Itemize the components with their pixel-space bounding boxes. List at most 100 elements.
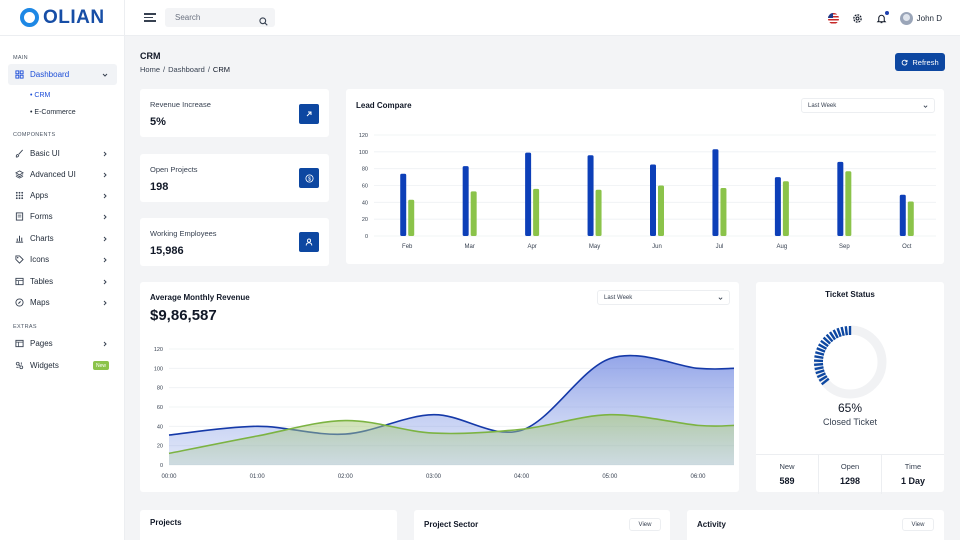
sidebar-item-basic-ui[interactable]: Basic UI — [8, 143, 117, 164]
gauge-tick — [829, 331, 836, 341]
card-title: Average Monthly Revenue — [150, 293, 250, 302]
arrow-up-right-icon[interactable] — [299, 104, 319, 124]
refresh-button[interactable]: Refresh — [895, 53, 945, 71]
sidebar-item-label: Basic UI — [30, 149, 60, 158]
x-tick-label: 00:00 — [161, 474, 177, 480]
bar-series1 — [712, 149, 719, 236]
bar-series1 — [650, 164, 656, 236]
sidebar-item-advanced-ui[interactable]: Advanced UI — [8, 164, 117, 185]
sidebar-item-charts[interactable]: Charts — [8, 228, 117, 249]
bar-series2 — [533, 188, 540, 236]
stat-label: Working Employees — [150, 229, 217, 238]
bar-series1 — [400, 173, 407, 236]
gauge-tick — [815, 369, 825, 375]
stat-label: Open Projects — [150, 165, 198, 174]
bar-series1 — [774, 177, 781, 236]
apps-grid-icon — [15, 191, 24, 200]
us-flag-icon[interactable] — [827, 12, 839, 24]
lead-compare-chart: 0 20 40 60 80 100 120 Feb Mar Apr May Jun Jul Aug Sep O… — [359, 133, 936, 250]
gear-icon[interactable] — [852, 13, 863, 24]
x-tick-label: 01:00 — [250, 474, 266, 480]
avg-revenue-card: Average Monthly Revenue $9,86,587 Last W… — [140, 282, 739, 492]
bar-series2 — [907, 201, 914, 236]
breadcrumb-home[interactable]: Home — [140, 65, 161, 74]
stat-label: Open — [840, 462, 860, 471]
period-select[interactable]: Last Week — [801, 98, 935, 113]
bell-icon[interactable] — [876, 10, 889, 24]
sidebar-item-pages[interactable]: Pages — [8, 333, 117, 354]
x-tick-label: 02:00 — [338, 474, 354, 480]
header-actions: John D — [827, 0, 942, 36]
user-name[interactable]: John D — [916, 13, 942, 23]
sidebar-item-tables[interactable]: Tables — [8, 271, 117, 292]
line-series1 — [168, 354, 735, 436]
brush-icon — [15, 149, 24, 158]
chevron-right-icon — [102, 235, 108, 244]
card-title: Ticket Status — [825, 290, 875, 299]
sidebar-subitem-crm[interactable]: • CRM — [30, 92, 51, 99]
breadcrumb: Home / Dashboard / CRM — [140, 65, 230, 74]
y-tick-label: 60 — [157, 405, 163, 411]
bar-series1 — [837, 161, 844, 236]
gauge-tick — [818, 375, 828, 382]
new-badge: New — [92, 361, 109, 370]
gauge-percent: 65% — [837, 401, 863, 415]
sidebar-item-apps[interactable]: Apps — [8, 185, 117, 206]
y-tick-label: 60 — [362, 184, 368, 190]
sidebar-item-label: Tables — [30, 277, 54, 286]
view-button[interactable]: View — [629, 518, 661, 531]
breadcrumb-dashboard[interactable]: Dashboard — [168, 65, 205, 74]
sidebar: MAIN Dashboard • CRM • E-Commerce COMPON… — [0, 36, 125, 540]
bar-chart-icon — [15, 234, 24, 243]
sidebar-item-dashboard[interactable]: Dashboard — [8, 64, 117, 85]
x-tick-label: May — [589, 244, 600, 250]
bar-series1 — [899, 194, 906, 236]
refresh-icon — [901, 59, 908, 66]
search-icon[interactable] — [259, 13, 268, 31]
sidebar-item-widgets[interactable]: Widgets New — [8, 355, 117, 376]
x-tick-label: Apr — [527, 244, 536, 250]
bar-series2 — [595, 189, 602, 236]
gauge-tick — [818, 343, 828, 350]
section-label-components: COMPONENTS — [13, 132, 56, 138]
bar-series2 — [845, 171, 852, 236]
pages-icon — [15, 339, 24, 348]
y-tick-label: 40 — [362, 200, 368, 206]
card-title: Projects — [150, 518, 182, 527]
menu-toggle-icon[interactable] — [144, 11, 156, 23]
tag-icon — [15, 255, 24, 264]
section-label-extras: EXTRAS — [13, 324, 37, 330]
period-select[interactable]: Last Week — [597, 290, 730, 305]
sidebar-item-forms[interactable]: Forms — [8, 206, 117, 227]
gauge-tick — [832, 329, 839, 339]
brand-logo[interactable]: OLIAN — [0, 0, 125, 36]
sidebar-item-label: Forms — [30, 212, 53, 221]
sidebar-item-maps[interactable]: Maps — [8, 292, 117, 313]
bar-series2 — [470, 191, 477, 236]
y-tick-label: 20 — [157, 444, 163, 450]
sidebar-item-label: Pages — [30, 339, 53, 348]
x-tick-label: Feb — [402, 244, 413, 250]
project-sector-card: Project Sector View — [414, 510, 670, 540]
sidebar-item-icons[interactable]: Icons — [8, 249, 117, 270]
dollar-icon[interactable]: $ — [299, 168, 319, 188]
revenue-value: $9,86,587 — [150, 307, 217, 324]
ticket-gauge — [813, 325, 887, 399]
ticket-stat-new: New 589 — [756, 455, 819, 494]
sidebar-subitem-ecommerce[interactable]: • E-Commerce — [30, 109, 76, 116]
chevron-right-icon — [102, 171, 108, 180]
y-tick-label: 80 — [157, 386, 163, 392]
view-button[interactable]: View — [902, 518, 934, 531]
avatar[interactable] — [899, 11, 913, 25]
brand-name: OLIAN — [43, 6, 105, 28]
search-box — [165, 8, 275, 27]
user-icon[interactable] — [299, 232, 319, 252]
ticket-stat-time: Time 1 Day — [882, 455, 944, 494]
gauge-tick — [825, 333, 834, 343]
page-title: CRM — [140, 51, 161, 61]
search-input[interactable] — [175, 13, 257, 22]
top-header: OLIAN John D — [0, 0, 960, 36]
y-tick-label: 100 — [154, 366, 163, 372]
chevron-right-icon — [102, 256, 108, 265]
stat-card-employees: Working Employees 15,986 — [140, 218, 329, 266]
